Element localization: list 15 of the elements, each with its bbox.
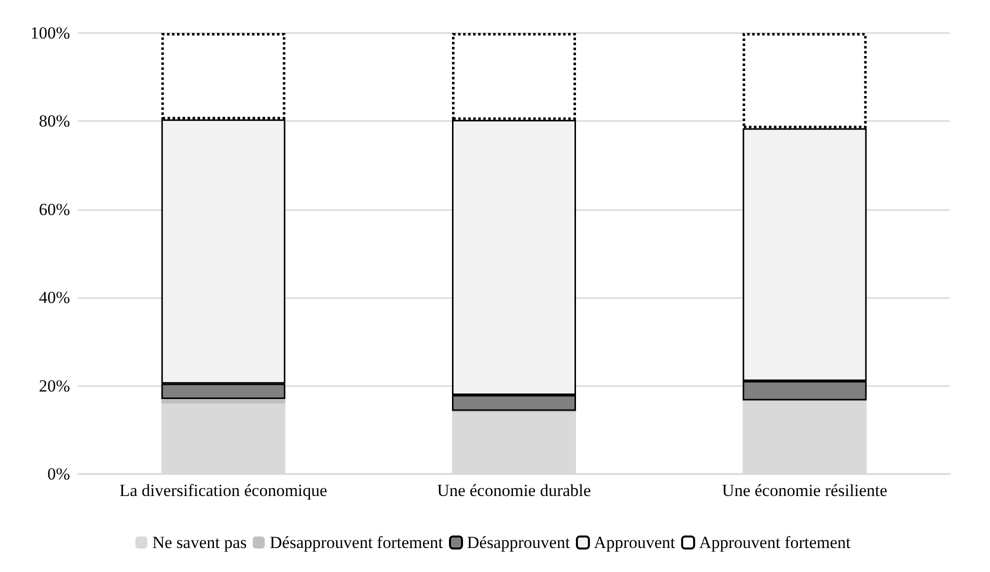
y-tick-label: 20% [38, 376, 70, 396]
x-tick-label: Une économie résiliente [722, 481, 888, 500]
x-tick-label: La diversification économique [119, 481, 328, 500]
bar [161, 399, 286, 404]
legend-label: Ne savent pas [152, 533, 247, 552]
legend-label: Désapprouvent [467, 533, 570, 552]
y-tick-label: 40% [38, 288, 70, 308]
y-tick-label: 60% [38, 200, 70, 219]
y-tick-label: 100% [30, 24, 70, 42]
legend-label: Approuvent fortement [699, 533, 851, 552]
x-tick-label: Une économie durable [437, 481, 591, 500]
y-tick-label: 0% [47, 464, 70, 484]
legend-label: Désapprouvent fortement [270, 533, 444, 552]
legend-label: Approuvent [594, 533, 676, 552]
y-tick-label: 80% [38, 112, 70, 131]
